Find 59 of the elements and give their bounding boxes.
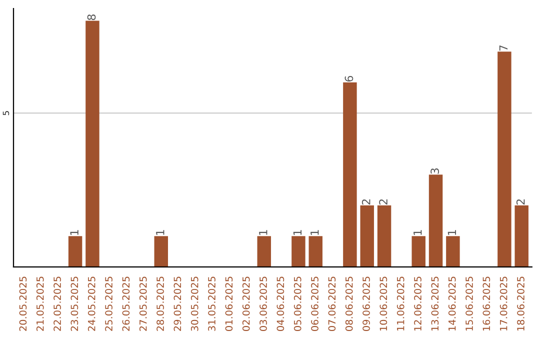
data-label: 1 — [156, 230, 164, 235]
bar — [154, 236, 168, 267]
bar — [377, 205, 392, 267]
data-label: 1 — [259, 230, 268, 235]
x-tick-label: 07.06.2025 — [328, 276, 336, 331]
x-tick-label: 10.06.2025 — [380, 276, 388, 331]
x-tick-label: 01.06.2025 — [225, 276, 233, 331]
x-tick-label: 28.05.2025 — [156, 276, 164, 331]
bar — [446, 236, 460, 267]
data-label: 7 — [499, 45, 508, 51]
x-tick-label: 23.05.2025 — [70, 276, 78, 331]
x-tick-label: 16.06.2025 — [482, 276, 490, 331]
x-tick-label: 08.06.2025 — [345, 276, 353, 331]
data-label: 1 — [414, 230, 422, 235]
x-tick-label: 11.06.2025 — [396, 276, 404, 331]
bar — [86, 20, 100, 267]
bar — [257, 236, 271, 267]
x-tick-label: 04.06.2025 — [276, 276, 284, 331]
x-tick-label: 13.06.2025 — [431, 276, 439, 331]
data-label: 3 — [430, 168, 439, 174]
x-tick-label: 17.06.2025 — [500, 276, 508, 331]
x-tick-label: 15.06.2025 — [466, 276, 473, 331]
x-tick-label: 02.06.2025 — [242, 276, 250, 331]
y-tick-label: 5 — [2, 111, 10, 116]
x-tick-label: 30.05.2025 — [190, 276, 198, 331]
data-label: 1 — [70, 230, 78, 235]
bar — [68, 236, 82, 267]
bar — [343, 82, 357, 267]
x-tick-label: 06.06.2025 — [311, 276, 318, 331]
x-tick-label: 12.06.2025 — [414, 276, 422, 331]
data-label: 1 — [293, 230, 302, 235]
x-tick-label: 18.06.2025 — [517, 276, 524, 331]
x-tick-label: 27.05.2025 — [139, 276, 147, 331]
data-label: 2 — [362, 199, 370, 205]
bar — [292, 236, 306, 267]
bar — [498, 52, 512, 267]
x-tick-label: 24.05.2025 — [88, 276, 96, 331]
x-tick-label: 05.06.2025 — [294, 276, 302, 331]
data-label: 6 — [344, 76, 354, 82]
x-tick-label: 22.05.2025 — [54, 276, 61, 331]
data-label: 2 — [379, 199, 388, 205]
x-tick-label: 09.06.2025 — [362, 276, 370, 331]
data-label: 1 — [448, 230, 456, 235]
bar — [428, 174, 443, 267]
data-label: 8 — [87, 14, 96, 20]
x-tick-label: 14.06.2025 — [448, 276, 456, 331]
x-tick-label: 25.05.2025 — [105, 276, 112, 331]
bar — [360, 205, 374, 267]
x-tick-label: 20.05.2025 — [19, 276, 27, 331]
bar — [412, 236, 426, 267]
x-tick-label: 31.05.2025 — [208, 276, 216, 331]
bar — [514, 205, 528, 267]
bar — [308, 236, 322, 267]
x-tick-label: 29.05.2025 — [174, 276, 182, 331]
x-tick-label: 26.05.2025 — [122, 276, 130, 331]
data-label: 1 — [310, 230, 319, 235]
x-tick-label: 21.05.2025 — [36, 276, 44, 331]
x-tick-label: 03.06.2025 — [260, 276, 267, 331]
data-label: 2 — [516, 199, 525, 205]
